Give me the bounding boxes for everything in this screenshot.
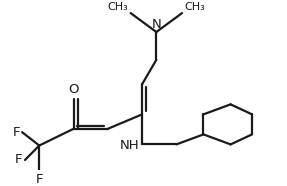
Text: N: N: [152, 18, 161, 31]
Text: NH: NH: [120, 139, 139, 152]
Text: F: F: [36, 173, 43, 186]
Text: O: O: [68, 83, 79, 96]
Text: F: F: [12, 126, 20, 139]
Text: F: F: [15, 153, 23, 166]
Text: CH₃: CH₃: [184, 2, 205, 12]
Text: CH₃: CH₃: [108, 2, 128, 12]
